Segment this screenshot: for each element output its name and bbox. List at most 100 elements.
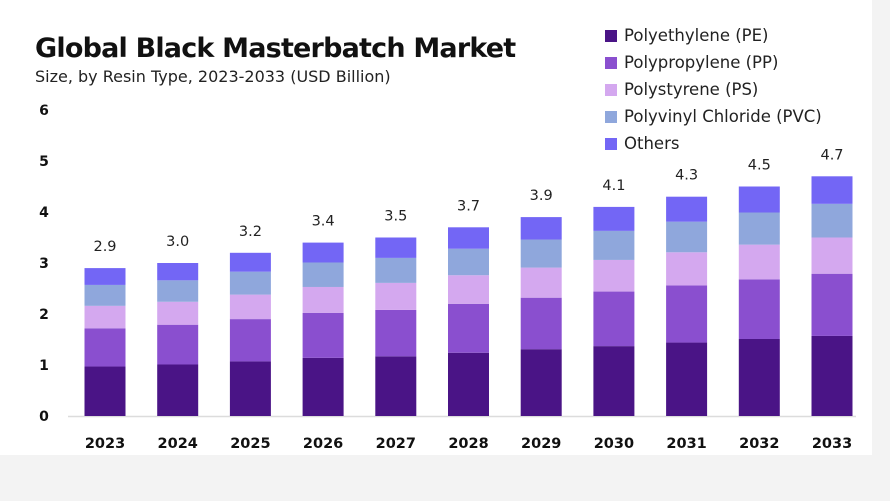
total-label: 2.9: [93, 239, 116, 255]
bar-segment-polystyrene-ps: [520, 267, 562, 298]
x-tick-label: 2033: [812, 436, 852, 452]
legend-item: Polypropylene (PP): [605, 49, 822, 76]
x-tick-label: 2031: [666, 436, 706, 452]
legend-item: Others: [605, 130, 822, 157]
bar-segment-polyethylene-pe: [375, 356, 417, 416]
bar-segment-others: [157, 263, 199, 281]
x-tick-label: 2024: [158, 436, 198, 452]
bar-segment-polyvinyl-chloride-pvc: [520, 239, 562, 268]
bar-segment-polyethylene-pe: [229, 361, 271, 416]
x-tick-label: 2029: [521, 436, 561, 452]
total-label: 3.2: [239, 224, 262, 240]
bar-segment-others: [811, 176, 853, 204]
bar-segment-polypropylene-pp: [811, 273, 853, 336]
x-tick-label: 2028: [448, 436, 488, 452]
total-label: 4.5: [748, 158, 771, 174]
x-tick-label: 2032: [739, 436, 779, 452]
bar-segment-polypropylene-pp: [666, 285, 708, 343]
bar-segment-polyvinyl-chloride-pvc: [375, 257, 417, 283]
bar-segment-others: [375, 237, 417, 258]
bar-segment-polystyrene-ps: [84, 305, 126, 329]
bar-segment-polystyrene-ps: [738, 244, 780, 280]
bar-segment-polypropylene-pp: [229, 319, 271, 362]
total-label: 3.4: [312, 214, 335, 230]
bar-segment-polypropylene-pp: [157, 324, 199, 365]
bar-segment-polyethylene-pe: [448, 352, 489, 416]
bar-segment-polystyrene-ps: [811, 237, 853, 274]
bar-segment-polypropylene-pp: [375, 309, 417, 357]
total-label: 3.0: [166, 234, 189, 250]
legend-swatch: [605, 56, 617, 69]
bar-segment-polyvinyl-chloride-pvc: [666, 221, 708, 253]
bar-segment-polyethylene-pe: [738, 338, 780, 416]
x-tick-label: 2030: [594, 436, 634, 452]
legend: Polyethylene (PE) Polypropylene (PP) Polys…: [605, 22, 822, 157]
bar-segment-polypropylene-pp: [738, 279, 780, 339]
x-tick-label: 2027: [376, 436, 416, 452]
total-label: 3.7: [457, 198, 480, 214]
y-tick-label: 2: [39, 307, 49, 323]
bar-segment-others: [738, 186, 780, 213]
y-tick-label: 4: [39, 205, 49, 221]
bar-segment-polyvinyl-chloride-pvc: [229, 271, 271, 295]
legend-swatch: [605, 83, 617, 96]
bar-segment-polystyrene-ps: [229, 294, 271, 320]
bar-segment-others: [302, 242, 344, 263]
x-tick-label: 2026: [303, 436, 343, 452]
legend-label: Polyvinyl Chloride (PVC): [624, 107, 822, 126]
bar-segment-polyethylene-pe: [520, 349, 562, 416]
bar-segment-polyethylene-pe: [811, 335, 853, 416]
bar-segment-polyethylene-pe: [157, 364, 199, 416]
legend-label: Polyethylene (PE): [624, 26, 769, 45]
x-tick-label: 2023: [85, 436, 125, 452]
bar-segment-polystyrene-ps: [593, 259, 635, 292]
y-tick-label: 6: [39, 103, 49, 119]
bar-segment-polyethylene-pe: [84, 366, 126, 416]
legend-swatch: [605, 110, 617, 123]
bar-segment-others: [84, 268, 126, 285]
bar-segment-polystyrene-ps: [448, 275, 489, 304]
bar-segment-polystyrene-ps: [375, 282, 417, 310]
bar-segment-polystyrene-ps: [302, 286, 344, 313]
bar-segment-others: [666, 196, 708, 222]
bar-segment-polypropylene-pp: [593, 291, 635, 347]
bar-segment-others: [229, 252, 271, 272]
legend-item: Polystyrene (PS): [605, 76, 822, 103]
bar-segment-polyethylene-pe: [666, 342, 708, 416]
bar-segment-polyvinyl-chloride-pvc: [811, 203, 853, 238]
legend-label: Polypropylene (PP): [624, 53, 779, 72]
legend-label: Polystyrene (PS): [624, 80, 759, 99]
y-tick-label: 3: [39, 256, 49, 272]
y-tick-label: 1: [39, 358, 49, 374]
legend-item: Polyethylene (PE): [605, 22, 822, 49]
bar-segment-polypropylene-pp: [302, 312, 344, 358]
bar-segment-polypropylene-pp: [448, 303, 489, 353]
total-label: 3.5: [384, 209, 407, 225]
x-tick-label: 2025: [230, 436, 270, 452]
bar-segment-polyethylene-pe: [593, 346, 635, 416]
legend-swatch: [605, 137, 617, 150]
chart-title: Global Black Masterbatch Market: [35, 33, 516, 64]
y-tick-label: 0: [39, 409, 49, 425]
chart-card: [0, 0, 872, 455]
bar-segment-others: [520, 217, 562, 240]
bar-segment-polyvinyl-chloride-pvc: [738, 212, 780, 245]
bar-segment-polypropylene-pp: [84, 328, 126, 367]
total-label: 4.1: [602, 178, 625, 194]
legend-label: Others: [624, 134, 680, 153]
total-label: 3.9: [530, 188, 553, 204]
bar-segment-polyvinyl-chloride-pvc: [84, 284, 126, 306]
bar-segment-polyvinyl-chloride-pvc: [302, 262, 344, 287]
bar-segment-polystyrene-ps: [157, 301, 199, 325]
bar-segment-polystyrene-ps: [666, 252, 708, 286]
bar-segment-polyvinyl-chloride-pvc: [157, 280, 199, 302]
bar-segment-others: [448, 227, 489, 249]
total-label: 4.7: [820, 147, 843, 163]
bar-segment-polyvinyl-chloride-pvc: [448, 248, 489, 276]
bar-segment-polyvinyl-chloride-pvc: [593, 230, 635, 260]
y-tick-label: 5: [39, 154, 49, 170]
chart-subtitle: Size, by Resin Type, 2023-2033 (USD Bill…: [35, 67, 391, 86]
legend-swatch: [605, 29, 617, 42]
